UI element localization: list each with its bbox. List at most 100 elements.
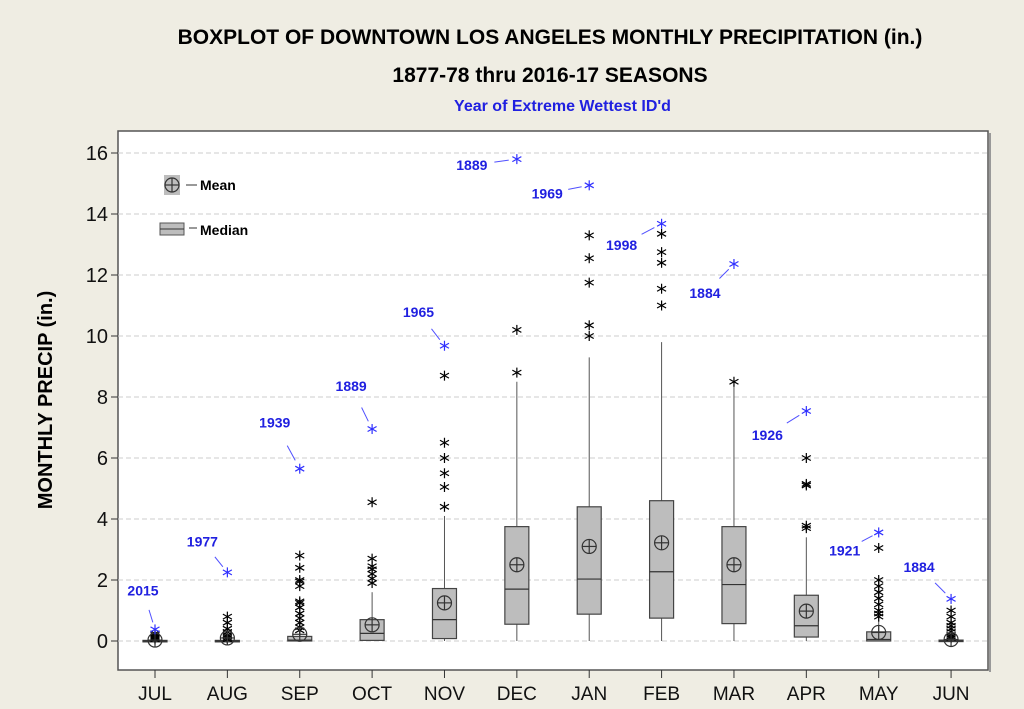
outlier-point bbox=[873, 575, 884, 585]
mean-symbol bbox=[871, 624, 887, 641]
extreme-year-label: 2015 bbox=[127, 582, 158, 598]
outlier-point bbox=[367, 553, 377, 564]
x-tick-label-mar: MAR bbox=[713, 684, 755, 705]
outlier-point bbox=[801, 478, 812, 489]
plot-area bbox=[117, 130, 989, 671]
outlier-point bbox=[367, 497, 377, 508]
legend-median-label: Median bbox=[200, 222, 248, 238]
extreme-point bbox=[150, 624, 160, 635]
extreme-year-label: 1921 bbox=[829, 542, 860, 558]
extreme-point bbox=[294, 463, 305, 474]
outlier-point bbox=[656, 300, 667, 311]
outlier-point bbox=[439, 437, 450, 448]
extreme-point bbox=[656, 218, 667, 229]
extreme-year-label: 1889 bbox=[336, 378, 367, 394]
extreme-point bbox=[439, 340, 450, 351]
x-tick-label-feb: FEB bbox=[643, 684, 680, 705]
outlier-point bbox=[439, 370, 450, 381]
y-tick-label: 4 bbox=[97, 509, 108, 531]
box bbox=[721, 526, 747, 625]
x-tick-label-aug: AUG bbox=[207, 684, 248, 705]
mean-symbol bbox=[581, 538, 597, 555]
outlier-point bbox=[801, 520, 812, 531]
extreme-point bbox=[946, 593, 956, 604]
x-tick-label-sep: SEP bbox=[281, 684, 319, 705]
outlier-point bbox=[801, 453, 812, 463]
outlier-point bbox=[729, 376, 739, 387]
extreme-point bbox=[873, 527, 884, 538]
box bbox=[504, 526, 530, 625]
outlier-point bbox=[439, 481, 450, 492]
x-tick-label-nov: NOV bbox=[424, 684, 466, 705]
extreme-year-label: 1889 bbox=[456, 157, 487, 173]
outlier-point bbox=[656, 283, 667, 294]
outlier-point bbox=[439, 501, 450, 512]
outlier-point bbox=[439, 468, 450, 479]
extreme-point bbox=[512, 154, 522, 165]
leader-line bbox=[568, 186, 582, 190]
leader-line bbox=[494, 159, 509, 163]
leader-line bbox=[786, 414, 800, 424]
chart-subtitle: 1877-78 thru 2016-17 SEASONS bbox=[392, 64, 708, 87]
extreme-year-label: 1884 bbox=[903, 559, 934, 575]
chart-annotation-note: Year of Extreme Wettest ID'd bbox=[454, 98, 671, 115]
outlier-point bbox=[584, 253, 595, 264]
extreme-year-label: 1884 bbox=[689, 285, 720, 301]
extreme-point bbox=[584, 180, 595, 191]
x-tick-label-oct: OCT bbox=[352, 684, 393, 705]
legend-mean-label: Mean bbox=[200, 177, 236, 193]
extreme-year-label: 1969 bbox=[532, 185, 563, 201]
outlier-point bbox=[584, 277, 595, 288]
leader-line bbox=[148, 609, 154, 623]
extreme-point bbox=[801, 406, 812, 417]
chart-title: BOXPLOT OF DOWNTOWN LOS ANGELES MONTHLY … bbox=[177, 26, 923, 49]
outlier-point bbox=[294, 575, 305, 585]
outlier-point bbox=[222, 611, 233, 622]
outlier-point bbox=[946, 605, 956, 616]
extreme-point bbox=[729, 259, 739, 270]
x-tick-label-jun: JUN bbox=[933, 684, 970, 705]
outlier-point bbox=[873, 542, 884, 553]
y-tick-label: 12 bbox=[86, 265, 108, 287]
outlier-point bbox=[656, 247, 667, 258]
leader-line bbox=[934, 582, 946, 594]
leader-line bbox=[719, 268, 730, 279]
mean-symbol bbox=[509, 557, 525, 573]
outlier-point bbox=[294, 562, 305, 573]
outlier-point bbox=[584, 230, 595, 241]
y-axis-label: MONTHLY PRECIP (in.) bbox=[35, 291, 57, 510]
leader-line bbox=[214, 556, 224, 568]
box bbox=[648, 500, 675, 619]
y-tick-label: 16 bbox=[86, 143, 108, 165]
leader-line bbox=[361, 407, 369, 422]
extreme-year-label: 1977 bbox=[187, 533, 218, 549]
mean-symbol bbox=[292, 626, 308, 642]
y-tick-label: 10 bbox=[86, 326, 108, 348]
x-tick-label-jan: JAN bbox=[571, 684, 607, 705]
extreme-year-label: 1998 bbox=[606, 237, 637, 253]
x-tick-label-jul: JUL bbox=[138, 684, 172, 705]
outlier-point bbox=[294, 596, 305, 607]
outlier-point bbox=[656, 257, 667, 268]
outlier-point bbox=[584, 320, 595, 331]
outlier-point bbox=[584, 331, 595, 341]
mean-symbol bbox=[436, 595, 453, 611]
x-tick-label-may: MAY bbox=[859, 684, 899, 705]
leader-line bbox=[286, 445, 296, 461]
y-tick-label: 6 bbox=[97, 448, 108, 470]
legend-mean-icon bbox=[164, 177, 180, 193]
y-tick-label: 14 bbox=[86, 204, 108, 226]
y-tick-label: 0 bbox=[97, 631, 108, 653]
mean-symbol bbox=[219, 630, 235, 646]
mean-symbol bbox=[726, 557, 742, 573]
outlier-point bbox=[656, 228, 667, 239]
extreme-year-label: 1965 bbox=[403, 304, 434, 320]
outlier-point bbox=[512, 324, 522, 335]
y-tick-label: 2 bbox=[97, 570, 108, 592]
extreme-point bbox=[222, 567, 233, 578]
mean-symbol bbox=[147, 632, 163, 648]
mean-symbol bbox=[943, 631, 959, 648]
extreme-year-label: 1939 bbox=[259, 415, 290, 431]
leader-line bbox=[641, 227, 655, 235]
